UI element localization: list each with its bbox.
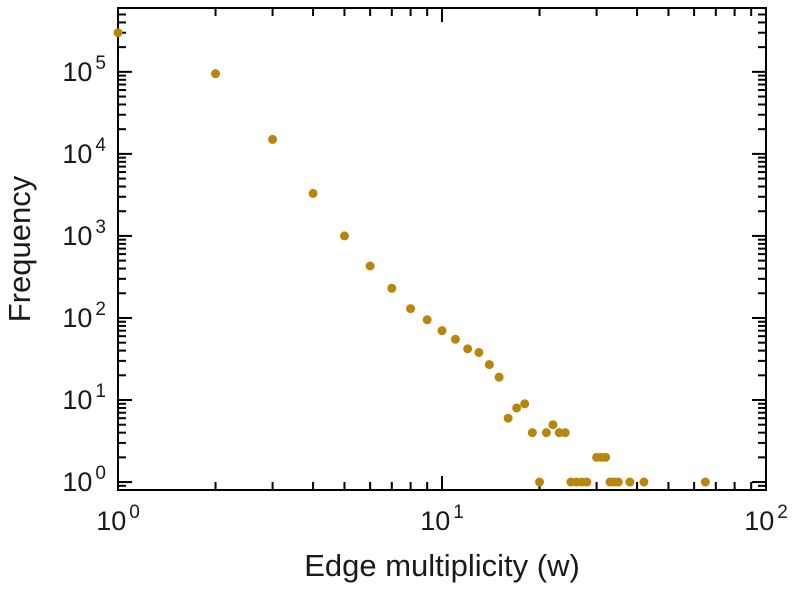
data-point — [625, 477, 635, 487]
data-point — [113, 28, 123, 38]
data-point — [211, 69, 221, 79]
x-tick-label: 10 2 — [744, 502, 788, 536]
x-axis-label: Edge multiplicity (w) — [304, 548, 580, 583]
data-point — [512, 403, 522, 413]
x-tick-label: 10 0 — [96, 502, 140, 536]
data-point — [535, 477, 545, 487]
data-point — [450, 334, 460, 344]
data-point — [520, 399, 530, 409]
data-point — [422, 315, 432, 325]
data-point — [365, 261, 375, 271]
data-point — [613, 477, 623, 487]
x-tick-label: 10 1 — [420, 502, 464, 536]
data-point — [582, 477, 592, 487]
data-point — [308, 188, 318, 198]
y-tick-label: 10 1 — [62, 381, 106, 415]
data-point — [406, 304, 416, 314]
data-point — [527, 428, 537, 438]
data-point — [437, 326, 447, 336]
data-point — [541, 428, 551, 438]
y-tick-label: 10 0 — [62, 463, 106, 497]
y-axis-label: Frequency — [2, 175, 37, 323]
data-point — [548, 420, 558, 430]
data-point — [268, 134, 278, 144]
data-point — [560, 428, 570, 438]
data-point — [494, 372, 504, 382]
data-point — [484, 360, 494, 370]
data-point — [503, 413, 513, 423]
data-point — [700, 477, 710, 487]
data-point — [474, 347, 484, 357]
y-tick-label: 10 2 — [62, 299, 106, 333]
y-tick-label: 10 3 — [62, 217, 106, 251]
plot-frame — [117, 7, 767, 491]
y-tick-label: 10 4 — [62, 135, 106, 169]
data-point — [339, 231, 349, 241]
data-point — [463, 344, 473, 354]
data-point — [639, 477, 649, 487]
y-tick-label: 10 5 — [62, 53, 106, 87]
data-point — [601, 452, 611, 462]
data-point — [387, 283, 397, 293]
